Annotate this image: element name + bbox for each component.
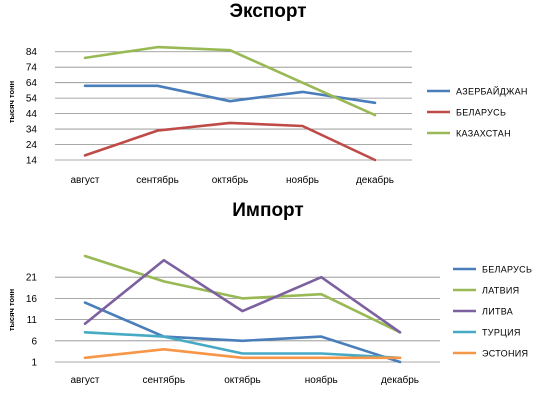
y-tick-label: 6: [31, 336, 37, 347]
series-line: [83, 301, 402, 364]
x-tick-label: ноябрь: [286, 174, 319, 186]
series-line: [83, 254, 402, 334]
x-tick-label: август: [71, 175, 100, 186]
legend-label: ЛИТВА: [482, 307, 513, 317]
chart-title: Экспорт: [229, 1, 306, 22]
y-tick-label: 21: [26, 273, 38, 284]
y-tick-label: 1: [31, 358, 37, 369]
y-axis-label: тысяч тонн: [7, 81, 16, 123]
y-tick-label: 24: [26, 140, 38, 151]
legend-label: АЗЕРБАЙДЖАН: [456, 86, 528, 97]
y-tick-label: 54: [26, 94, 38, 105]
legend-label: КАЗАХСТАН: [456, 129, 511, 139]
y-tick-label: 11: [27, 315, 38, 326]
x-tick-label: декабрь: [356, 174, 394, 186]
y-tick-label: 14: [26, 156, 38, 167]
series-line: [83, 121, 377, 162]
x-tick-label: декабрь: [381, 374, 419, 386]
legend-label: ЭСТОНИЯ: [482, 349, 528, 359]
y-axis-label: тысяч тонн: [7, 289, 16, 331]
x-tick-label: сентябрь: [142, 374, 185, 386]
y-tick-label: 84: [26, 47, 38, 58]
x-tick-label: август: [71, 375, 100, 386]
series-line: [83, 258, 402, 334]
series-line: [83, 45, 377, 117]
legend-label: БЕЛАРУСЬ: [482, 265, 532, 275]
x-tick-label: октябрь: [212, 174, 249, 186]
y-tick-label: 74: [26, 63, 38, 74]
y-tick-label: 64: [26, 78, 38, 89]
chart-title: Импорт: [232, 200, 303, 221]
legend-label: БЕЛАРУСЬ: [456, 108, 506, 118]
y-tick-label: 44: [26, 109, 38, 120]
x-tick-label: сентябрь: [136, 174, 179, 186]
y-tick-label: 34: [26, 125, 38, 136]
legend-label: ЛАТВИЯ: [482, 286, 519, 296]
y-tick-label: 16: [26, 294, 38, 305]
legend-label: ТУРЦИЯ: [482, 328, 521, 338]
x-tick-label: ноябрь: [305, 374, 338, 386]
x-tick-label: октябрь: [224, 374, 261, 386]
series-line: [83, 84, 377, 105]
series-line: [83, 347, 402, 360]
series-line: [83, 330, 402, 360]
